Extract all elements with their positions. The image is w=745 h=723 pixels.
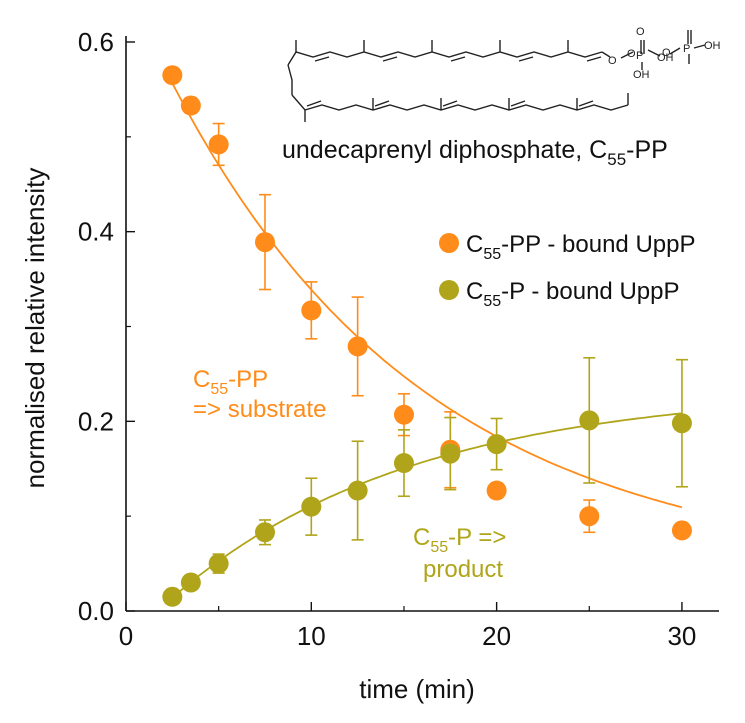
annotation-product-rest: -P => <box>448 524 506 551</box>
data-point-substrate <box>208 134 229 155</box>
data-point-product <box>180 572 201 593</box>
bond <box>647 49 661 57</box>
atom-label: O <box>636 26 645 38</box>
bond <box>601 51 611 58</box>
atom-label: P <box>683 43 690 55</box>
legend-marker-product <box>439 280 459 300</box>
x-tick-label: 30 <box>667 621 696 651</box>
y-tick-label: 0.4 <box>78 217 114 247</box>
data-point-product <box>486 434 507 455</box>
data-point-product <box>254 522 275 543</box>
legend-product-sub: 55 <box>483 293 501 310</box>
legend-product-rest: -P - bound UppP <box>501 278 679 305</box>
x-tick-label: 20 <box>482 621 511 651</box>
data-point-substrate <box>486 480 507 501</box>
double-bond <box>510 100 526 107</box>
double-bond <box>314 56 330 62</box>
legend-substrate-rest: -PP - bound UppP <box>501 231 695 258</box>
double-bond <box>374 100 390 107</box>
molecule-label-sub: 55 <box>607 150 626 169</box>
chain-connector <box>287 64 293 95</box>
data-point-substrate <box>393 404 414 425</box>
atom-label: O <box>608 55 617 67</box>
data-point-product <box>208 553 229 574</box>
bond <box>669 47 681 55</box>
annotation-substrate-main: C <box>193 366 210 393</box>
bond <box>620 51 634 59</box>
data-point-substrate <box>254 232 275 253</box>
data-point-product <box>671 413 692 434</box>
legend-label-substrate: C55-PP - bound UppP <box>466 231 695 263</box>
double-bond <box>586 56 602 62</box>
annotation-substrate-line2: => substrate <box>193 396 326 423</box>
y-tick-label: 0.0 <box>78 596 114 626</box>
molecule-structure <box>287 30 706 122</box>
annotation-substrate-sub: 55 <box>210 381 228 398</box>
atom-label: OH <box>704 40 721 52</box>
data-point-substrate <box>162 65 183 86</box>
data-point-product <box>579 410 600 431</box>
legend: C55-PP - bound UppP C55-P - bound UppP <box>439 231 695 310</box>
legend-substrate-main: C <box>466 231 483 258</box>
data-point-product <box>301 496 322 517</box>
double-bond <box>518 56 534 62</box>
annotation-substrate-rest: -PP <box>228 366 268 393</box>
double-bond <box>578 100 594 107</box>
molecule-label-main: undecaprenyl diphosphate, C <box>282 136 607 164</box>
atom-label: O <box>662 47 671 59</box>
x-tick-label: 10 <box>297 621 326 651</box>
data-point-substrate <box>301 300 322 321</box>
data-point-substrate <box>180 95 201 116</box>
molecule-label: undecaprenyl diphosphate, C55-PP <box>282 136 668 169</box>
chain-upper <box>287 51 603 66</box>
legend-substrate-sub: 55 <box>483 246 501 263</box>
bond <box>693 44 706 49</box>
annotation-product-main: C <box>413 524 430 551</box>
x-tick-label: 0 <box>119 621 133 651</box>
data-points <box>162 65 692 607</box>
legend-label-product: C55-P - bound UppP <box>466 278 679 310</box>
axes: 0.0 0.2 0.4 0.6 0 10 20 30 <box>78 27 719 651</box>
legend-marker-substrate <box>439 233 459 253</box>
data-point-product <box>162 586 183 607</box>
y-tick-label: 0.2 <box>78 406 114 436</box>
atom-label: OH <box>657 52 674 64</box>
atom-label: P <box>636 50 643 62</box>
chain-lower <box>291 94 629 111</box>
double-bond <box>450 56 466 62</box>
atom-label: O <box>627 48 636 60</box>
data-point-substrate <box>671 520 692 541</box>
x-axis-title: time (min) <box>359 674 475 704</box>
data-point-product <box>440 443 461 464</box>
data-point-product <box>393 453 414 474</box>
annotation-product: C55-P => <box>413 524 506 556</box>
y-axis-title: normalised relative intensity <box>20 168 50 489</box>
double-bond <box>382 56 398 62</box>
double-bond <box>306 100 322 107</box>
annotation-product-sub: 55 <box>430 539 448 556</box>
fit-curve-0 <box>171 82 683 509</box>
annotation-product-line2: product <box>423 556 503 583</box>
legend-product-main: C <box>466 278 483 305</box>
data-point-product <box>347 480 368 501</box>
data-point-substrate <box>347 336 368 357</box>
y-tick-label: 0.6 <box>78 27 114 57</box>
data-point-substrate <box>579 506 600 527</box>
double-bond <box>442 100 458 107</box>
annotation-substrate: C55-PP <box>193 366 268 398</box>
atom-label: OH <box>633 69 650 81</box>
molecule-label-rest: -PP <box>626 136 668 164</box>
